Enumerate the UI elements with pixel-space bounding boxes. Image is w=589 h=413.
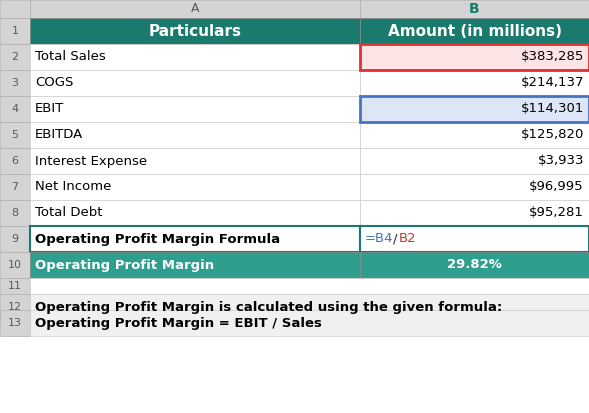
Bar	[30, 278, 589, 294]
Bar	[30, 226, 360, 252]
Text: COGS: COGS	[35, 76, 74, 90]
Text: =B4: =B4	[365, 233, 393, 245]
Bar	[0, 122, 30, 148]
Text: 5: 5	[12, 130, 18, 140]
Text: Particulars: Particulars	[148, 24, 241, 38]
Text: Total Debt: Total Debt	[35, 206, 102, 219]
Text: 4: 4	[11, 104, 19, 114]
Text: Operating Profit Margin Formula: Operating Profit Margin Formula	[35, 233, 280, 245]
Bar	[30, 294, 589, 320]
Bar	[0, 252, 30, 278]
Bar	[360, 44, 589, 70]
Bar	[360, 18, 589, 44]
Text: 11: 11	[8, 281, 22, 291]
Bar	[360, 148, 589, 174]
Bar	[30, 0, 360, 18]
Bar	[30, 122, 360, 148]
Text: A: A	[191, 2, 199, 16]
Bar	[360, 226, 589, 252]
Text: $214,137: $214,137	[521, 76, 584, 90]
Bar	[360, 96, 589, 122]
Text: $96,995: $96,995	[530, 180, 584, 194]
Text: EBIT: EBIT	[35, 102, 64, 116]
Text: 9: 9	[11, 234, 19, 244]
Text: B2: B2	[399, 233, 416, 245]
Bar	[30, 44, 360, 70]
Text: $125,820: $125,820	[521, 128, 584, 142]
Bar	[30, 252, 360, 278]
Bar	[0, 200, 30, 226]
Text: $3,933: $3,933	[538, 154, 584, 168]
Bar	[30, 96, 360, 122]
Bar	[0, 226, 30, 252]
Text: 2: 2	[11, 52, 19, 62]
Text: 13: 13	[8, 318, 22, 328]
Bar	[30, 174, 360, 200]
Text: Net Income: Net Income	[35, 180, 111, 194]
Bar	[360, 0, 589, 18]
Text: /: /	[393, 233, 398, 245]
Bar	[0, 44, 30, 70]
Bar	[30, 200, 360, 226]
Bar	[360, 200, 589, 226]
Bar	[0, 70, 30, 96]
Text: $383,285: $383,285	[521, 50, 584, 64]
Bar	[0, 174, 30, 200]
Bar	[0, 148, 30, 174]
Text: 6: 6	[12, 156, 18, 166]
Text: Operating Profit Margin = EBIT / Sales: Operating Profit Margin = EBIT / Sales	[35, 316, 322, 330]
Text: B: B	[469, 2, 480, 16]
Text: Amount (in millions): Amount (in millions)	[388, 24, 561, 38]
Text: 12: 12	[8, 302, 22, 312]
Bar	[360, 44, 589, 70]
Bar	[360, 96, 589, 122]
Bar	[0, 0, 30, 18]
Text: Total Sales: Total Sales	[35, 50, 106, 64]
Text: Interest Expense: Interest Expense	[35, 154, 147, 168]
Bar	[0, 310, 30, 336]
Bar	[30, 18, 360, 44]
Bar	[0, 18, 30, 44]
Text: 7: 7	[11, 182, 19, 192]
Bar	[0, 96, 30, 122]
Bar	[30, 148, 360, 174]
Text: $114,301: $114,301	[521, 102, 584, 116]
Bar	[360, 122, 589, 148]
Bar	[360, 252, 589, 278]
Bar	[30, 310, 589, 336]
Text: 10: 10	[8, 260, 22, 270]
Text: 1: 1	[12, 26, 18, 36]
Bar	[360, 70, 589, 96]
Bar	[30, 70, 360, 96]
Text: 29.82%: 29.82%	[447, 259, 502, 271]
Bar	[360, 174, 589, 200]
Text: Operating Profit Margin: Operating Profit Margin	[35, 259, 214, 271]
Bar	[0, 294, 30, 320]
Text: 3: 3	[12, 78, 18, 88]
Text: EBITDA: EBITDA	[35, 128, 83, 142]
Text: $95,281: $95,281	[529, 206, 584, 219]
Bar	[0, 278, 30, 294]
Text: 8: 8	[11, 208, 19, 218]
Text: Operating Profit Margin is calculated using the given formula:: Operating Profit Margin is calculated us…	[35, 301, 502, 313]
